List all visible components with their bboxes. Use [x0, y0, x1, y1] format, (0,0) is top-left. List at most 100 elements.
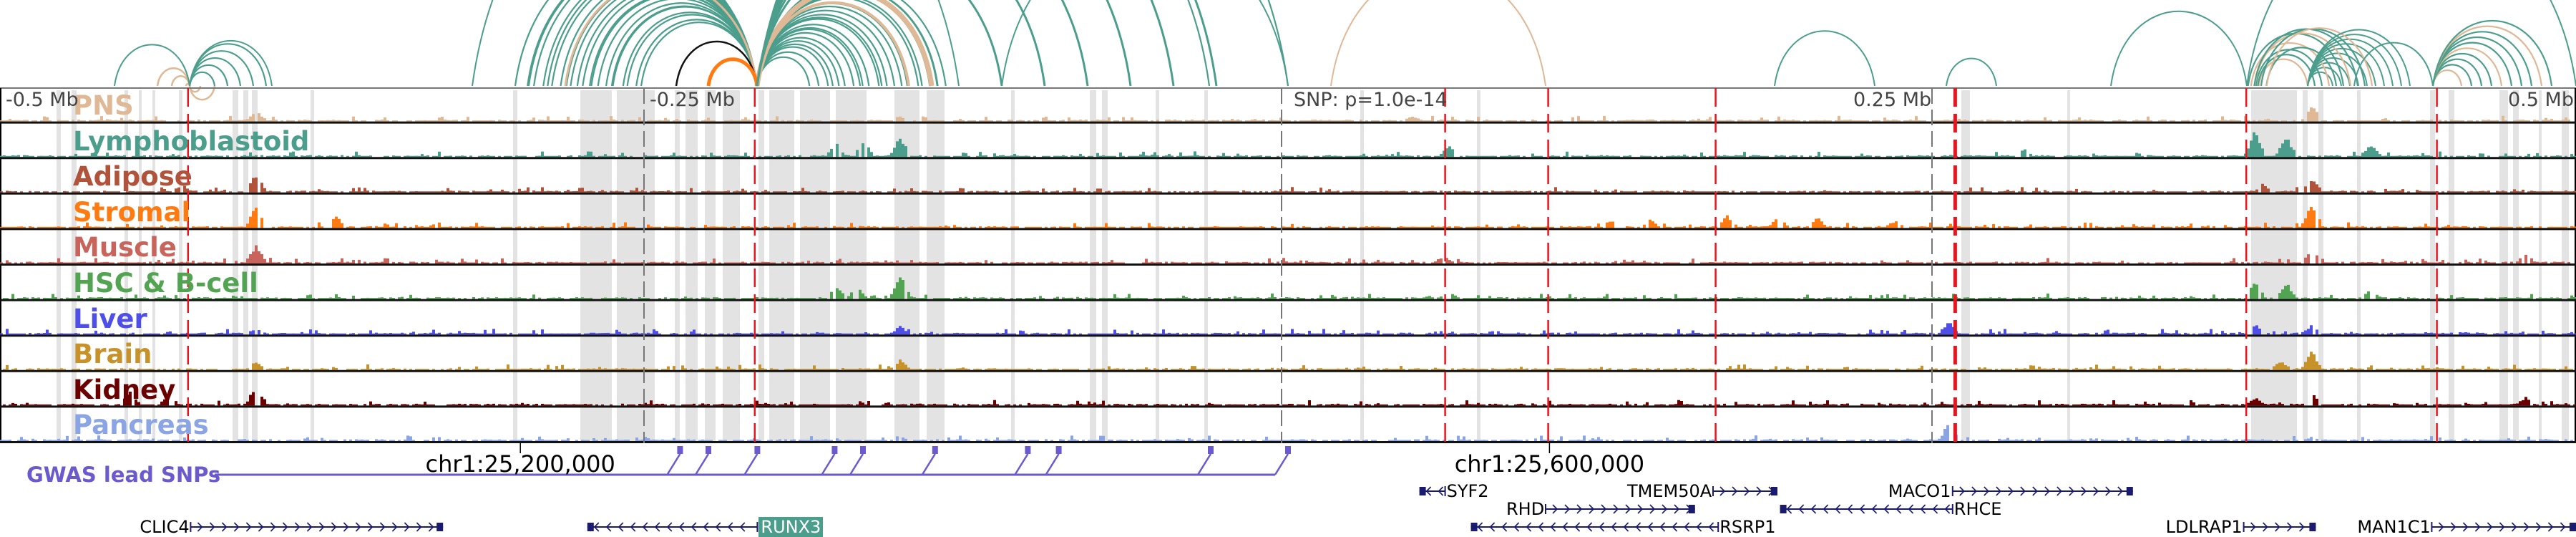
- strand-arrow-icon: [1513, 522, 1520, 532]
- strand-arrow-icon: [1659, 522, 1666, 532]
- gwas-snp-marker: [677, 446, 683, 454]
- signal-muscle: [0, 245, 2570, 263]
- gene-label[interactable]: RSRP1: [1719, 517, 1776, 537]
- strand-arrow-icon: [2523, 522, 2529, 532]
- strand-arrow-icon: [1883, 504, 1890, 514]
- strand-arrow-icon: [2287, 522, 2293, 532]
- gene-label[interactable]: SYF2: [1446, 481, 1489, 501]
- gene-man1c1: [2431, 522, 2576, 532]
- strand-arrow-icon: [2535, 522, 2542, 532]
- strand-arrow-icon: [2057, 486, 2062, 496]
- strand-arrow-icon: [1798, 504, 1805, 514]
- interaction-arc: [1330, 0, 1546, 87]
- interaction-arc: [675, 40, 758, 87]
- strand-arrow-icon: [1719, 486, 1726, 496]
- strand-arrow-icon: [245, 522, 252, 532]
- strand-arrow-icon: [2105, 486, 2111, 496]
- peak-shade: [769, 90, 794, 443]
- peak-shade: [2318, 90, 2323, 443]
- gene-tmem50a: [1712, 486, 1777, 496]
- axis-label: -0.5 Mb: [6, 89, 79, 111]
- strand-arrow-icon: [1477, 522, 1483, 532]
- strand-arrow-icon: [2275, 522, 2280, 532]
- gene-label[interactable]: MAN1C1: [2357, 517, 2431, 537]
- peak-shade: [800, 90, 830, 443]
- strand-arrow-icon: [703, 522, 709, 532]
- strand-arrow-icon: [2462, 522, 2469, 532]
- strand-arrow-icon: [306, 522, 313, 532]
- gwas-snp-marker: [860, 446, 866, 454]
- strand-arrow-icon: [1576, 504, 1583, 514]
- strand-arrow-icon: [2250, 522, 2256, 532]
- gwas-snp-marker: [1208, 446, 1214, 454]
- gene-clic4: [190, 522, 444, 532]
- strand-arrow-icon: [318, 522, 325, 532]
- strand-arrow-icon: [2069, 486, 2074, 496]
- signal-stromal: [0, 206, 2576, 228]
- strand-arrow-icon: [2020, 486, 2026, 496]
- peak-shade: [57, 90, 61, 443]
- gene-label[interactable]: RUNX3: [758, 517, 824, 537]
- gene-ldlrap1: [2243, 522, 2316, 532]
- track-label: Adipose: [73, 161, 192, 193]
- strand-arrow-icon: [2044, 486, 2050, 496]
- strand-arrow-icon: [2263, 522, 2268, 532]
- interaction-arc: [1774, 30, 1875, 87]
- strand-arrow-icon: [1552, 504, 1558, 514]
- interaction-arc: [1946, 57, 1997, 87]
- strand-arrow-icon: [270, 522, 276, 532]
- strand-arrow-icon: [2511, 522, 2517, 532]
- peak-shade: [2449, 90, 2454, 443]
- interaction-arc: [1001, 0, 1289, 87]
- gene-exon: [436, 523, 444, 531]
- gene-label[interactable]: TMEM50A: [1627, 481, 1712, 501]
- strand-arrow-icon: [355, 522, 361, 532]
- interaction-arc: [706, 57, 759, 87]
- gene-runx3: [587, 522, 758, 532]
- interaction-arc: [2431, 19, 2553, 87]
- gene-label[interactable]: RHD: [1506, 499, 1545, 519]
- interaction-arc: [2110, 10, 2248, 87]
- strand-arrow-icon: [691, 522, 697, 532]
- gene-label[interactable]: LDLRAP1: [2165, 517, 2243, 537]
- strand-arrow-icon: [1647, 522, 1654, 532]
- axis-label: SNP: p=1.0e-14: [1294, 89, 1448, 111]
- gene-exon: [587, 523, 594, 531]
- gene-label[interactable]: RHCE: [1953, 499, 2002, 519]
- strand-arrow-icon: [2499, 522, 2505, 532]
- strand-arrow-icon: [1696, 522, 1702, 532]
- strand-arrow-icon: [404, 522, 410, 532]
- gwas-snp-connector: [921, 453, 936, 475]
- strand-arrow-icon: [343, 522, 349, 532]
- strand-arrow-icon: [1996, 486, 2001, 496]
- gene-label[interactable]: MACO1: [1888, 481, 1951, 501]
- peak-shade: [1477, 90, 1480, 443]
- peak-shade: [675, 90, 680, 443]
- strand-arrow-icon: [367, 522, 374, 532]
- strand-arrow-icon: [1425, 486, 1432, 496]
- strand-arrow-icon: [2487, 522, 2493, 532]
- strand-arrow-icon: [416, 522, 422, 532]
- signal-brain: [3, 352, 2573, 370]
- strand-arrow-icon: [379, 522, 386, 532]
- interaction-arc: [756, 0, 1046, 87]
- gene-label[interactable]: CLIC4: [140, 517, 190, 537]
- signal-pns: [0, 107, 2570, 122]
- track-label: Stromal: [73, 196, 191, 228]
- peak-shade: [1156, 90, 1159, 443]
- peak-shade: [72, 90, 77, 443]
- coordinate-label: chr1:25,200,000: [425, 450, 615, 478]
- peak-shade: [617, 90, 655, 443]
- peak-shade: [1090, 90, 1096, 443]
- peak-shade: [1360, 90, 1364, 443]
- strand-arrow-icon: [1489, 522, 1496, 532]
- peak-shade: [705, 90, 716, 443]
- interaction-arc: [756, 0, 1003, 87]
- strand-arrow-icon: [1438, 486, 1444, 496]
- interaction-arcs: [114, 0, 2576, 101]
- strand-arrow-icon: [2081, 486, 2087, 496]
- axis-label: 0.5 Mb: [2508, 89, 2574, 111]
- gwas-snp-connector: [694, 453, 710, 475]
